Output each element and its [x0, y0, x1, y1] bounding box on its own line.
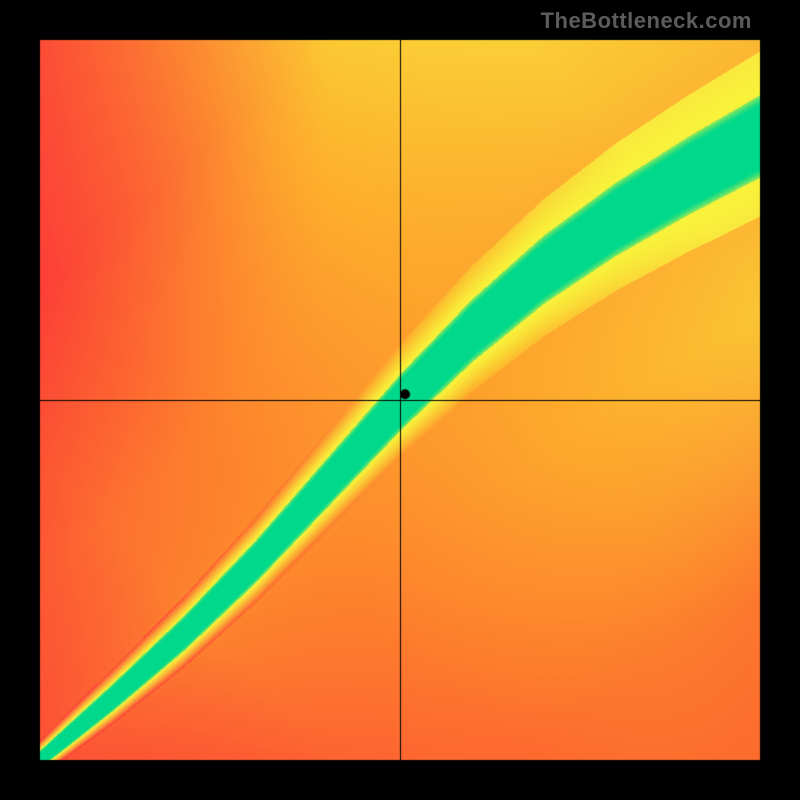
heatmap-plot — [0, 0, 800, 800]
watermark-text: TheBottleneck.com — [541, 8, 752, 34]
chart-frame — [0, 0, 800, 800]
